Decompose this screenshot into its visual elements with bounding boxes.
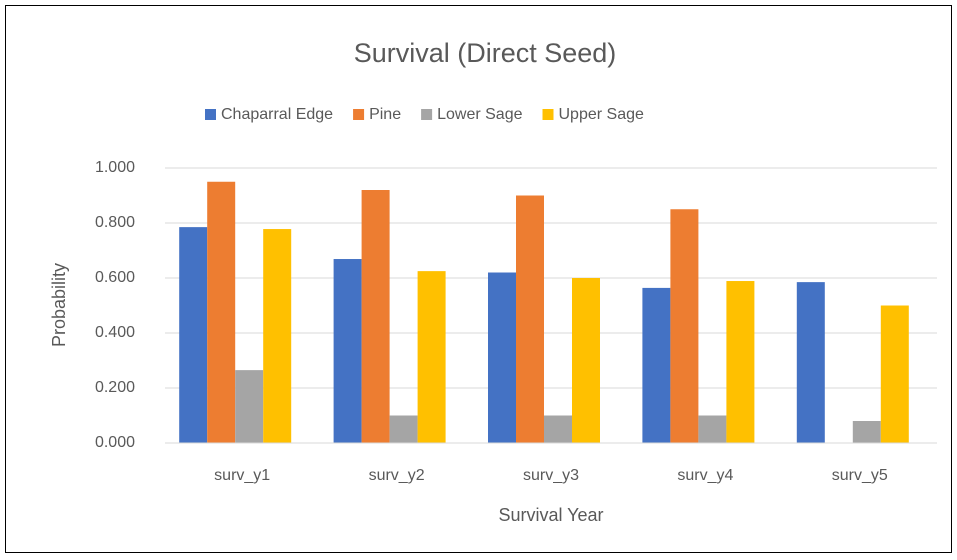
legend-swatch bbox=[205, 109, 216, 120]
legend-swatch bbox=[542, 109, 554, 120]
legend-label: Lower Sage bbox=[437, 106, 522, 123]
bar bbox=[235, 370, 264, 443]
x-tick-label: surv_y4 bbox=[677, 467, 733, 484]
y-tick-label: 0.400 bbox=[95, 324, 135, 341]
bar bbox=[670, 209, 699, 443]
bar bbox=[544, 415, 572, 443]
bar bbox=[417, 271, 446, 443]
bar bbox=[880, 305, 909, 443]
legend-label: Chaparral Edge bbox=[221, 106, 333, 123]
bar bbox=[572, 278, 600, 443]
x-tick-label: surv_y2 bbox=[369, 467, 425, 484]
legend-swatch bbox=[353, 109, 365, 120]
bar bbox=[333, 259, 362, 443]
bar bbox=[207, 181, 236, 443]
x-tick-label: surv_y3 bbox=[523, 467, 579, 484]
y-tick-label: 0.000 bbox=[95, 434, 135, 451]
chart-border bbox=[5, 5, 952, 553]
bar bbox=[516, 195, 544, 443]
bar bbox=[796, 282, 825, 443]
bar bbox=[726, 281, 755, 443]
y-tick-label: 0.200 bbox=[95, 379, 135, 396]
bar bbox=[361, 190, 390, 443]
bar bbox=[263, 229, 292, 443]
y-axis-title: Probability bbox=[49, 263, 69, 347]
bar bbox=[852, 421, 881, 443]
x-tick-label: surv_y5 bbox=[832, 467, 888, 484]
bar bbox=[488, 272, 516, 443]
bar bbox=[179, 227, 208, 443]
x-axis-title: Survival Year bbox=[498, 505, 603, 525]
y-tick-label: 0.800 bbox=[95, 214, 135, 231]
x-tick-label: surv_y1 bbox=[214, 467, 270, 484]
bar bbox=[389, 415, 418, 443]
chart-title: Survival (Direct Seed) bbox=[354, 38, 617, 68]
bar bbox=[698, 415, 727, 443]
legend-label: Pine bbox=[369, 106, 401, 123]
bar bbox=[642, 287, 671, 443]
y-tick-label: 0.600 bbox=[95, 269, 135, 286]
y-tick-label: 1.000 bbox=[95, 159, 135, 176]
legend-swatch bbox=[421, 109, 433, 120]
legend-label: Upper Sage bbox=[559, 106, 644, 123]
